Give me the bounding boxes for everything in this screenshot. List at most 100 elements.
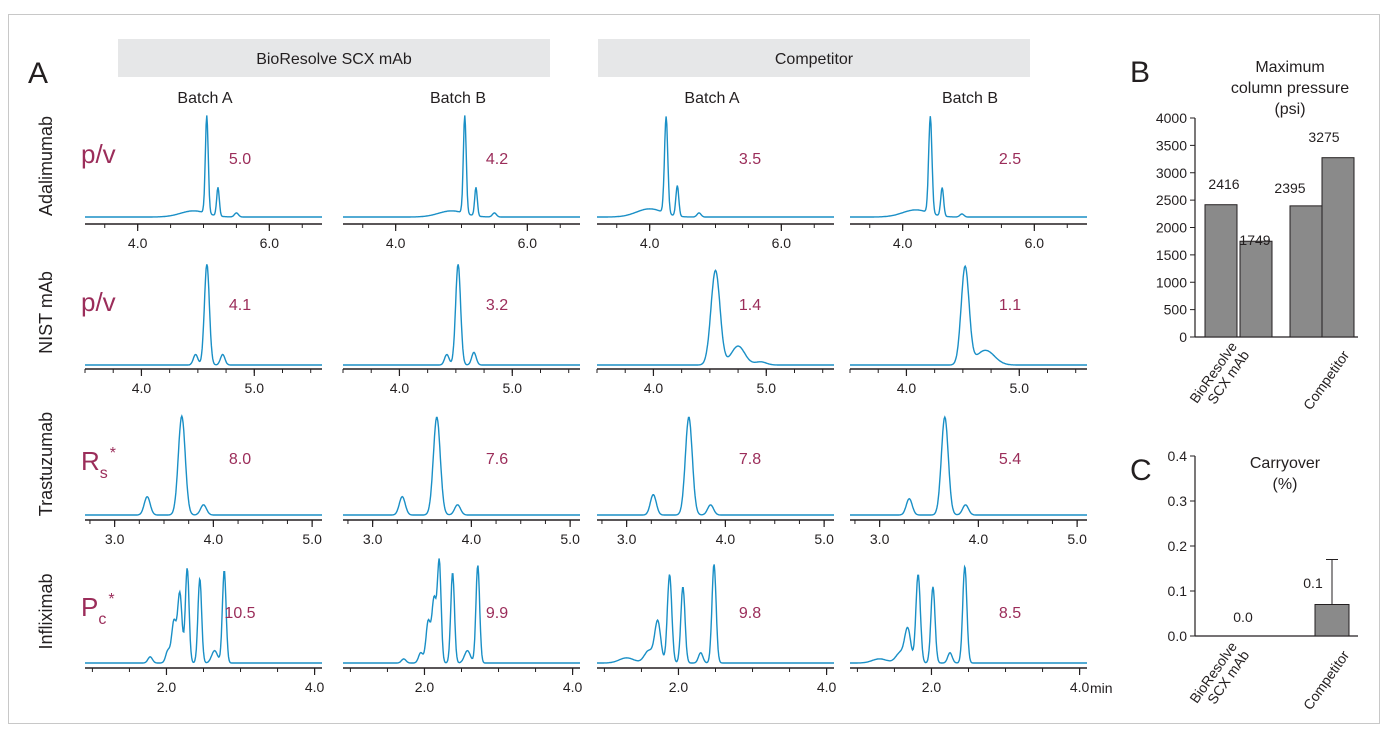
column-header: Batch B <box>430 90 486 107</box>
y-tick-label: 0.1 <box>1168 583 1188 599</box>
panel-c-label: C <box>1130 454 1152 487</box>
sample-label: Infliximab <box>36 573 56 649</box>
metric-value: 7.6 <box>486 451 508 468</box>
data-label: 3275 <box>1308 129 1339 145</box>
chromatogram-trace <box>850 116 1087 218</box>
y-tick-label: 0.4 <box>1168 448 1188 464</box>
chart-title: (psi) <box>1274 101 1305 118</box>
axis-tick-label: 4.0 <box>386 235 406 251</box>
metric-label: p/v <box>81 139 116 169</box>
chart-title: (%) <box>1273 476 1298 493</box>
y-tick-label: 1500 <box>1156 247 1187 263</box>
axis-tick-label: 4.0 <box>716 531 736 547</box>
axis-tick-label: 3.0 <box>870 531 890 547</box>
chromatogram-trace <box>343 264 580 366</box>
sample-label: NIST mAb <box>36 271 56 354</box>
chromatogram-trace <box>597 269 834 366</box>
metric-value: 5.0 <box>229 151 251 168</box>
chromatogram-trace <box>85 264 322 366</box>
axis-tick-label: 4.0 <box>1070 679 1090 695</box>
y-tick-label: 3500 <box>1156 137 1187 153</box>
axis-tick-label: 3.0 <box>105 531 125 547</box>
axis-tick-label: 4.0 <box>644 380 664 396</box>
axis-tick-label: 2.0 <box>415 679 435 695</box>
chart-title: Maximum <box>1255 59 1324 76</box>
metric-value: 1.1 <box>999 297 1021 314</box>
axis-tick-label: 5.0 <box>1010 380 1030 396</box>
metric-value: 10.5 <box>224 605 255 622</box>
group-header: Competitor <box>775 51 854 68</box>
group-header-bg <box>118 39 550 77</box>
axis-tick-label: 4.0 <box>563 679 583 695</box>
chart-title: column pressure <box>1231 80 1349 97</box>
metric-value: 2.5 <box>999 151 1021 168</box>
y-tick-label: 2000 <box>1156 220 1187 236</box>
bar <box>1314 604 1350 637</box>
data-label: 0.0 <box>1233 609 1253 625</box>
chromatogram-trace <box>850 415 1087 516</box>
axis-tick-label: 6.0 <box>772 235 792 251</box>
axis-tick-label: 3.0 <box>617 531 637 547</box>
chromatogram-trace <box>597 416 834 516</box>
y-tick-label: 3000 <box>1156 165 1187 181</box>
data-label: 2395 <box>1274 180 1305 196</box>
axis-tick-label: 4.0 <box>305 679 325 695</box>
axis-tick-label: 4.0 <box>132 380 152 396</box>
y-tick-label: 1000 <box>1156 274 1187 290</box>
chromatogram-trace <box>85 568 322 664</box>
column-header: Batch B <box>942 90 998 107</box>
metric-value: 3.2 <box>486 297 508 314</box>
axis-tick-label: 2.0 <box>669 679 689 695</box>
axis-tick-label: 2.0 <box>922 679 942 695</box>
axis-tick-label: 4.0 <box>204 531 224 547</box>
axis-tick-label: 5.0 <box>814 531 834 547</box>
time-unit-label: min <box>1090 680 1113 696</box>
sample-label: Trastuzumab <box>36 412 56 516</box>
chromatogram-trace <box>597 116 834 218</box>
chromatogram-trace <box>85 115 322 218</box>
metric-label: Pc* <box>81 591 115 628</box>
axis-tick-label: 4.0 <box>893 235 913 251</box>
group-header-bg <box>598 39 1030 77</box>
sample-label: Adalimumab <box>36 116 56 216</box>
chart-title: Carryover <box>1250 455 1321 472</box>
bar <box>1289 205 1323 338</box>
metric-value: 1.4 <box>739 297 761 314</box>
metric-value: 7.8 <box>739 451 761 468</box>
column-header: Batch A <box>684 90 739 107</box>
metric-value: 5.4 <box>999 451 1021 468</box>
data-label: 0.1 <box>1303 575 1323 591</box>
chromatogram-trace <box>850 564 1087 664</box>
axis-tick-label: 2.0 <box>157 679 177 695</box>
axis-tick-label: 4.0 <box>969 531 989 547</box>
metric-value: 9.9 <box>486 605 508 622</box>
x-category-label-line: Competitor <box>1300 347 1353 413</box>
metric-label: Rs* <box>81 445 116 482</box>
metric-value: 9.8 <box>739 605 761 622</box>
x-category-label: Competitor <box>1300 347 1353 413</box>
axis-tick-label: 4.0 <box>390 380 410 396</box>
axis-tick-label: 4.0 <box>897 380 917 396</box>
axis-tick-label: 5.0 <box>1067 531 1087 547</box>
chromatogram-trace <box>597 564 834 664</box>
panel-a-label: A <box>28 57 48 90</box>
metric-value: 4.2 <box>486 151 508 168</box>
axis-tick-label: 4.0 <box>128 235 148 251</box>
group-header: BioResolve SCX mAb <box>256 51 412 68</box>
axis-tick-label: 6.0 <box>518 235 538 251</box>
bar <box>1239 240 1273 338</box>
y-tick-label: 0 <box>1179 329 1187 345</box>
panel-b-label: B <box>1130 56 1150 89</box>
y-tick-label: 500 <box>1164 302 1188 318</box>
axis-tick-label: 4.0 <box>462 531 482 547</box>
metric-value: 8.5 <box>999 605 1021 622</box>
data-label: 1749 <box>1239 232 1270 248</box>
axis-tick-label: 5.0 <box>302 531 322 547</box>
chromatogram-trace <box>343 558 580 664</box>
axis-tick-label: 5.0 <box>757 380 777 396</box>
x-category-label-line: Competitor <box>1300 647 1353 713</box>
y-tick-label: 4000 <box>1156 110 1187 126</box>
